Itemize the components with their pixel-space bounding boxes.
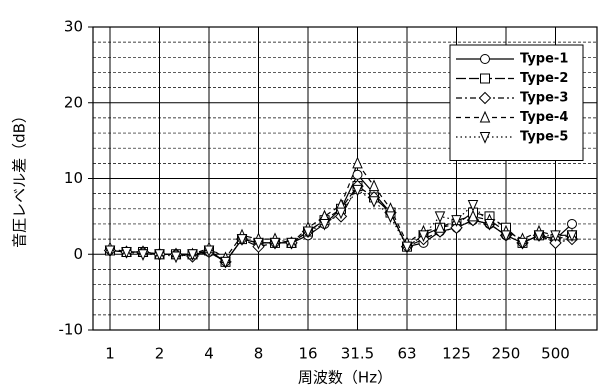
marker <box>434 211 446 224</box>
marker <box>500 230 512 243</box>
marker <box>484 218 495 231</box>
marker <box>121 246 132 259</box>
marker <box>467 209 479 222</box>
legend: Type-1 Type-2 Type-3 Type-4 Type-5 <box>449 44 584 161</box>
marker <box>434 221 446 233</box>
y-axis-label: 音圧レベル差（dB） <box>11 108 29 248</box>
legend-marker <box>480 54 490 64</box>
marker <box>368 179 380 192</box>
plot-frame <box>92 26 598 331</box>
legend-marker <box>479 132 491 144</box>
legend-label: Type-4 <box>520 110 568 125</box>
series-line <box>109 189 572 263</box>
marker <box>104 245 116 258</box>
marker <box>220 256 231 269</box>
legend-box <box>449 44 584 161</box>
y-tick-label: -10 <box>59 321 84 339</box>
x-tick-label: 2 <box>155 345 165 363</box>
marker <box>253 237 264 250</box>
y-tick-label: 30 <box>64 18 83 36</box>
marker <box>154 249 165 261</box>
legend-marker <box>478 91 492 105</box>
marker <box>352 156 363 169</box>
marker <box>236 234 248 246</box>
x-tick-label: 500 <box>541 345 570 363</box>
marker <box>550 230 561 243</box>
y-tick-label: 10 <box>64 169 83 187</box>
marker <box>517 237 528 250</box>
marker <box>203 245 215 258</box>
x-tick-label: 31.5 <box>341 345 374 363</box>
x-tick-label: 1 <box>105 345 115 363</box>
x-tick-label: 125 <box>442 345 471 363</box>
legend-marker <box>479 110 491 123</box>
marker <box>385 211 396 224</box>
marker <box>401 241 413 254</box>
marker <box>566 230 578 243</box>
x-tick-label: 16 <box>298 345 317 363</box>
marker <box>269 237 281 250</box>
x-tick-label: 250 <box>492 345 521 363</box>
marker <box>567 218 577 229</box>
marker <box>352 169 363 180</box>
marker <box>352 184 363 197</box>
marker <box>319 218 330 231</box>
marker <box>137 249 149 261</box>
marker <box>170 251 182 264</box>
marker <box>286 237 297 250</box>
y-tick-label: 20 <box>64 93 83 111</box>
x-tick-label: 63 <box>397 345 416 363</box>
y-tick-label: 0 <box>73 245 83 263</box>
series-line <box>109 185 573 263</box>
marker <box>467 200 479 212</box>
x-tick-label: 8 <box>254 345 264 363</box>
marker <box>368 196 380 208</box>
marker <box>418 230 429 243</box>
marker <box>451 215 462 227</box>
marker <box>533 230 545 243</box>
legend-label: Type-3 <box>520 91 568 106</box>
marker <box>302 226 314 239</box>
x-axis-label: 周波数（Hz） <box>298 369 392 387</box>
marker <box>187 249 198 261</box>
legend-label: Type-5 <box>520 130 568 145</box>
legend-label: Type-1 <box>520 52 568 67</box>
legend-marker <box>480 73 490 84</box>
marker <box>335 207 347 220</box>
legend-label: Type-2 <box>520 71 568 86</box>
x-tick-label: 4 <box>204 345 214 363</box>
